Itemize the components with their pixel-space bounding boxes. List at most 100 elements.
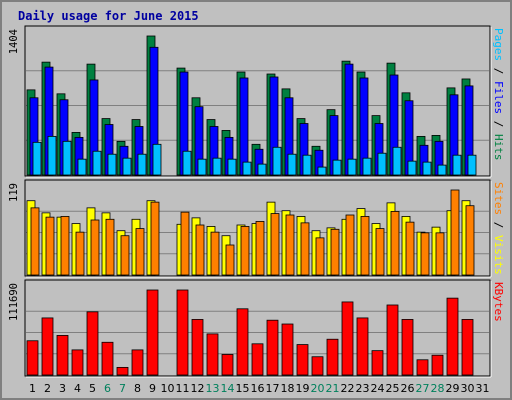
x-tick-label: 22 xyxy=(341,382,355,395)
legend-entry: Files xyxy=(492,81,505,114)
x-tick-label: 8 xyxy=(134,382,141,395)
legend-entry: / xyxy=(492,215,505,235)
bar-pages-day-17 xyxy=(272,146,282,176)
bar-kbytes-day-23 xyxy=(356,317,369,376)
x-tick-label: 7 xyxy=(119,382,126,395)
bar-pages-day-2 xyxy=(47,135,57,176)
bar-sites-day-27 xyxy=(420,232,430,276)
x-tick-label: 15 xyxy=(236,382,250,395)
bar-kbytes-day-13 xyxy=(206,333,219,376)
legend-entry: KBytes xyxy=(492,282,505,322)
bar-kbytes-day-20 xyxy=(311,356,324,376)
x-tick-label: 31 xyxy=(476,382,490,395)
bar-kbytes-day-11 xyxy=(176,289,189,376)
bar-kbytes-day-19 xyxy=(296,344,309,376)
bar-kbytes-day-8 xyxy=(131,349,144,376)
bar-sites-day-18 xyxy=(285,214,295,276)
bar-sites-day-11 xyxy=(180,211,190,276)
x-tick-label: 11 xyxy=(176,382,190,395)
bar-sites-day-13 xyxy=(210,231,220,276)
y-axis-max-label: 111690 xyxy=(8,283,20,321)
bar-pages-day-18 xyxy=(287,153,297,176)
bar-kbytes-day-2 xyxy=(41,317,54,376)
x-tick-label: 21 xyxy=(326,382,340,395)
legend-kbytes: KBytes xyxy=(492,282,505,322)
bar-sites-day-26 xyxy=(405,221,415,276)
bar-kbytes-day-4 xyxy=(71,349,84,376)
bar-pages-day-3 xyxy=(62,140,72,176)
bar-sites-day-15 xyxy=(240,226,250,276)
bar-sites-day-12 xyxy=(195,224,205,276)
bar-kbytes-day-29 xyxy=(446,297,459,376)
bar-sites-day-3 xyxy=(60,216,70,276)
bar-sites-day-7 xyxy=(120,235,130,276)
legend-entry: Visits xyxy=(492,235,505,275)
bar-kbytes-day-14 xyxy=(221,354,234,376)
bar-pages-day-13 xyxy=(212,157,222,176)
bar-pages-day-28 xyxy=(437,164,447,176)
bar-sites-day-5 xyxy=(90,219,100,276)
bar-pages-day-20 xyxy=(317,166,327,176)
x-tick-label: 20 xyxy=(311,382,325,395)
x-tick-label: 28 xyxy=(431,382,445,395)
bar-pages-day-26 xyxy=(407,160,417,176)
bar-kbytes-day-6 xyxy=(101,341,114,376)
bar-sites-day-30 xyxy=(465,205,475,276)
bar-pages-day-14 xyxy=(227,158,237,176)
y-axis-max-label: 119 xyxy=(8,183,20,202)
x-tick-label: 17 xyxy=(266,382,280,395)
bar-pages-day-27 xyxy=(422,161,432,176)
x-tick-label: 26 xyxy=(401,382,415,395)
bar-pages-day-9 xyxy=(152,143,162,176)
x-tick-label: 23 xyxy=(356,382,370,395)
x-tick-label: 16 xyxy=(251,382,265,395)
bar-sites-day-2 xyxy=(45,216,55,276)
panel-visits: 119 Sites / Visits xyxy=(8,179,505,278)
bar-kbytes-day-12 xyxy=(191,319,204,376)
legend-entry: Pages xyxy=(492,28,505,61)
panel-hits: 1404 Pages / Files / Hits xyxy=(8,25,505,178)
bar-sites-day-22 xyxy=(345,214,355,276)
bar-sites-day-19 xyxy=(300,222,310,276)
bar-kbytes-day-9 xyxy=(146,289,159,376)
x-tick-label: 14 xyxy=(221,382,235,395)
chart-title: Daily usage for June 2015 xyxy=(18,9,199,23)
y-axis-max-label: 1404 xyxy=(8,29,20,54)
x-tick-label: 27 xyxy=(416,382,430,395)
bar-pages-day-15 xyxy=(242,161,252,176)
legend-entry: / xyxy=(492,114,505,134)
bar-pages-day-4 xyxy=(77,158,87,176)
bar-pages-day-8 xyxy=(137,153,147,176)
bar-kbytes-day-15 xyxy=(236,308,249,376)
legend-visits: Sites / Visits xyxy=(492,182,505,275)
x-tick-label: 5 xyxy=(89,382,96,395)
bar-sites-day-23 xyxy=(360,216,370,276)
bar-sites-day-29 xyxy=(450,189,460,276)
bar-pages-day-21 xyxy=(332,159,342,176)
bar-kbytes-day-27 xyxy=(416,359,429,376)
bar-sites-day-17 xyxy=(270,213,280,276)
bar-sites-day-24 xyxy=(375,228,385,276)
x-tick-label: 3 xyxy=(59,382,66,395)
x-tick-label: 13 xyxy=(206,382,220,395)
x-tick-label: 29 xyxy=(446,382,460,395)
x-tick-label: 1 xyxy=(29,382,36,395)
bar-pages-day-12 xyxy=(197,158,207,176)
x-tick-label: 12 xyxy=(191,382,205,395)
x-tick-label: 4 xyxy=(74,382,81,395)
bar-kbytes-day-22 xyxy=(341,301,354,376)
bar-sites-day-9 xyxy=(150,201,160,276)
x-tick-label: 18 xyxy=(281,382,295,395)
bar-sites-day-25 xyxy=(390,211,400,276)
legend-hits: Pages / Files / Hits xyxy=(492,28,505,161)
bar-kbytes-day-7 xyxy=(116,366,129,376)
x-tick-label: 24 xyxy=(371,382,385,395)
bar-pages-day-1 xyxy=(32,141,42,176)
bar-kbytes-day-24 xyxy=(371,350,384,376)
bar-kbytes-day-28 xyxy=(431,354,444,376)
panel-kbytes: 111690 KBytes xyxy=(8,279,505,378)
bar-sites-day-21 xyxy=(330,228,340,276)
bar-pages-day-24 xyxy=(377,152,387,176)
x-tick-label: 19 xyxy=(296,382,310,395)
